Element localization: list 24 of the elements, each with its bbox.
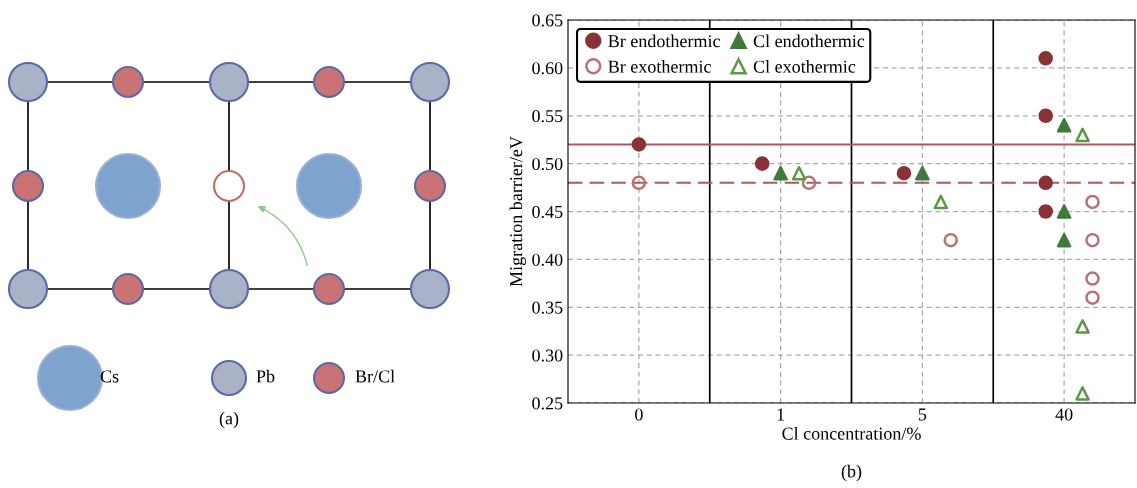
x-tick-label: 0 — [635, 408, 643, 421]
legend-label: Cl endothermic — [753, 34, 865, 48]
x-tick-label: 1 — [777, 408, 785, 421]
y-axis-title: Migration barrier/eV — [509, 136, 526, 287]
text: Cs — [100, 370, 119, 383]
x-tick-label: 40 — [1055, 408, 1073, 421]
y-tick-label: 0.25 — [532, 397, 563, 410]
y-tick-label: 0.55 — [532, 110, 563, 123]
y-tick-label: 0.45 — [532, 205, 563, 219]
text: (a) — [219, 411, 239, 429]
y-tick-label: 0.30 — [532, 349, 563, 362]
legend-label: Br endothermic — [608, 34, 720, 48]
y-tick-label: 0.40 — [532, 253, 563, 266]
text: Pb — [256, 369, 275, 383]
text: Br/Cl — [355, 369, 395, 383]
y-tick-label: 0.65 — [532, 14, 563, 27]
text: (b) — [841, 464, 862, 482]
y-tick-label: 0.50 — [532, 157, 563, 171]
legend-label: Br exothermic — [608, 60, 711, 73]
x-axis-title: Cl concentration/% — [782, 427, 921, 440]
y-tick-label: 0.35 — [532, 301, 563, 314]
y-tick-label: 0.60 — [532, 62, 563, 75]
legend-label: Cl exothermic — [753, 60, 856, 73]
x-tick-label: 5 — [918, 408, 927, 421]
